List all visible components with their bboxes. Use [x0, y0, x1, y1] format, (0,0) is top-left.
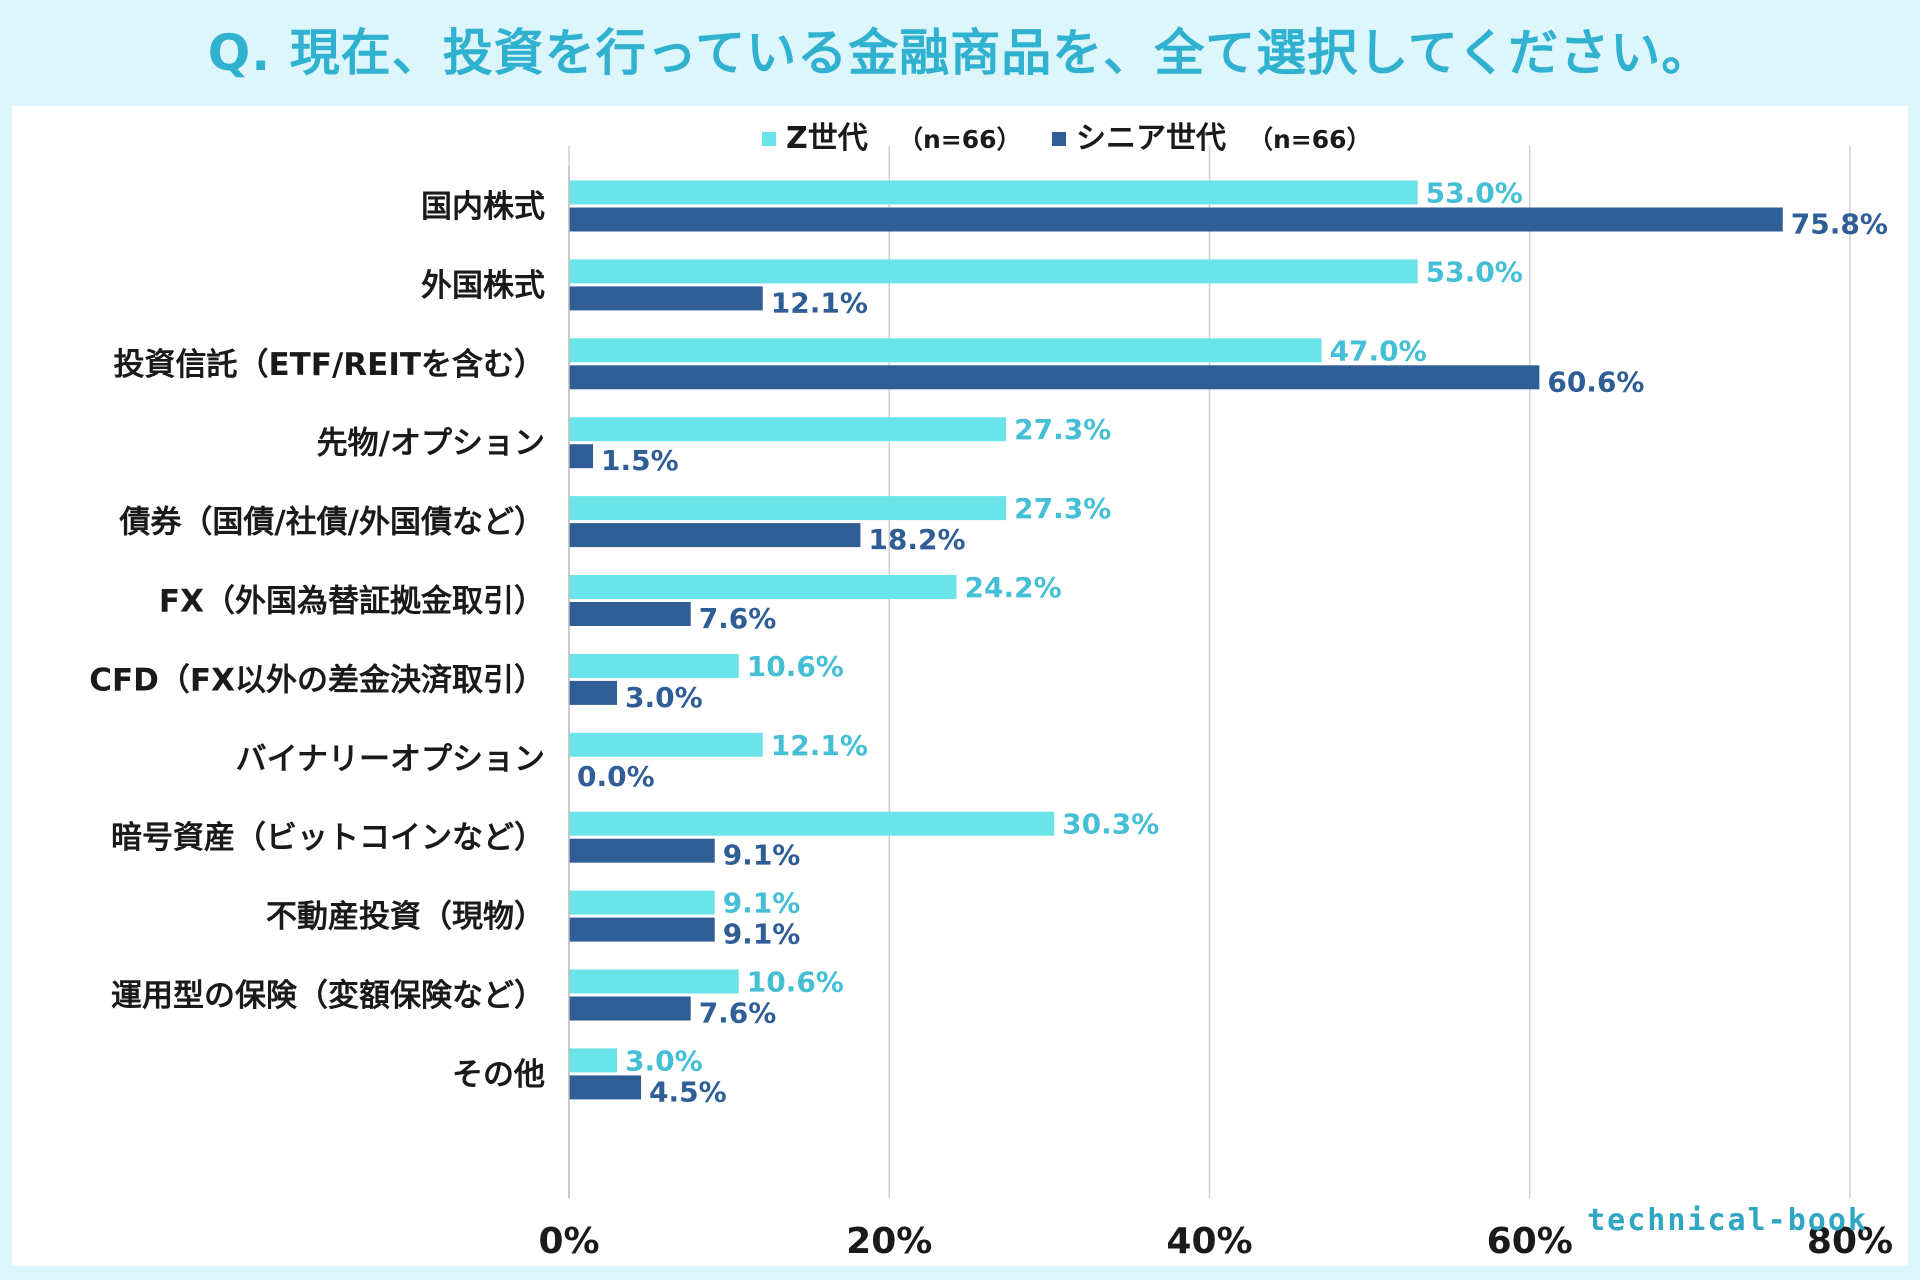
data-label-senior: 18.2%	[868, 523, 965, 556]
bar-senior-series	[569, 1075, 642, 1100]
data-label-senior: 75.8%	[1791, 208, 1888, 241]
legend-swatch-z	[762, 132, 776, 146]
category-label: 外国株式	[421, 268, 545, 304]
data-label-z: 12.1%	[771, 729, 868, 762]
bar-senior-series	[569, 838, 715, 863]
bar-senior-series	[569, 680, 618, 705]
bar-senior-series	[569, 523, 861, 548]
data-label-z: 24.2%	[965, 571, 1062, 604]
x-tick-label: 0%	[538, 1221, 599, 1262]
data-label-z: 9.1%	[723, 887, 801, 920]
data-label-z: 53.0%	[1426, 177, 1523, 210]
page-title: Q. 現在、投資を行っている金融商品を、全て選択してください。	[207, 24, 1713, 82]
x-tick-label: 20%	[846, 1221, 932, 1262]
bar-z-series	[569, 575, 957, 599]
bar-z-series	[569, 969, 739, 994]
category-label: 運用型の保険（変額保険など）	[111, 978, 545, 1014]
data-label-z: 27.3%	[1014, 492, 1111, 525]
category-label: バイナリーオプション	[236, 741, 545, 777]
bar-z-series	[569, 496, 1007, 521]
data-label-senior: 0.0%	[577, 760, 655, 793]
bar-z-series	[569, 732, 763, 757]
bar-senior-series	[569, 207, 1783, 232]
bar-chart: 0% 20% 40% 60% 80% Z世代 （n=66） シニア世代 （n=66） 国内株式 53…	[89, 121, 1893, 1262]
data-label-z: 10.6%	[747, 650, 844, 683]
x-tick-label: 60%	[1487, 1221, 1573, 1262]
category-label: 暗号資産（ビットコインなど）	[111, 820, 545, 856]
x-tick-label: 40%	[1166, 1221, 1252, 1262]
data-label-senior: 1.5%	[601, 444, 679, 477]
bar-z-series	[569, 653, 739, 678]
data-label-senior: 9.1%	[723, 918, 801, 951]
data-label-z: 30.3%	[1062, 808, 1159, 841]
x-tick-label: 80%	[1807, 1221, 1893, 1262]
data-label-senior: 4.5%	[649, 1075, 727, 1108]
legend-n-z: （n=66）	[898, 125, 1022, 154]
data-label-senior: 12.1%	[771, 286, 868, 319]
bar-z-series	[569, 811, 1055, 836]
bar-senior-series	[569, 365, 1540, 390]
bar-z-series	[569, 259, 1418, 284]
legend-n-senior: （n=66）	[1248, 125, 1372, 154]
brand-logo: technical-book	[1587, 1203, 1868, 1238]
data-label-senior: 3.0%	[625, 681, 703, 714]
bar-senior-series	[569, 444, 594, 469]
category-label: 債券（国債/社債/外国債など）	[118, 505, 545, 541]
category-label: 国内株式	[421, 189, 545, 225]
category-label: CFD（FX以外の差金決済取引）	[89, 662, 545, 698]
data-label-z: 53.0%	[1426, 255, 1523, 288]
category-label: 先物/オプション	[317, 426, 545, 462]
category-label: 投資信託（ETF/REITを含む）	[113, 347, 545, 383]
legend-label-z: Z世代	[786, 121, 868, 156]
bar-z-series	[569, 890, 715, 915]
category-label: 不動産投資（現物）	[266, 899, 545, 935]
category-label: その他	[452, 1057, 545, 1093]
bar-z-series	[569, 338, 1322, 363]
data-label-senior: 9.1%	[723, 839, 801, 872]
bar-senior-series	[569, 996, 691, 1021]
data-label-senior: 7.6%	[699, 602, 777, 635]
chart-panel: 0% 20% 40% 60% 80% Z世代 （n=66） シニア世代 （n=66） 国内株式 53…	[12, 106, 1908, 1266]
bar-z-series	[569, 1048, 618, 1073]
bar-senior-series	[569, 602, 691, 626]
bar-senior-series	[569, 917, 715, 942]
data-label-z: 27.3%	[1014, 413, 1111, 446]
data-label-z: 47.0%	[1330, 334, 1427, 367]
category-label: FX（外国為替証拠金取引）	[159, 584, 545, 620]
data-label-z: 3.0%	[625, 1044, 703, 1077]
bar-senior-series	[569, 286, 763, 311]
legend-label-senior: シニア世代	[1076, 121, 1226, 156]
bar-z-series	[569, 417, 1007, 442]
bar-z-series	[569, 180, 1418, 205]
data-label-z: 10.6%	[747, 966, 844, 999]
data-label-senior: 60.6%	[1547, 365, 1644, 398]
data-label-senior: 7.6%	[699, 997, 777, 1030]
legend-swatch-senior	[1052, 132, 1066, 146]
